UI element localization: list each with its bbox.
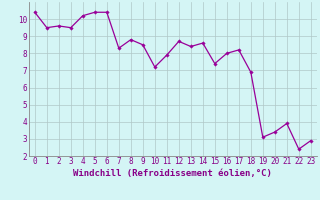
X-axis label: Windchill (Refroidissement éolien,°C): Windchill (Refroidissement éolien,°C) <box>73 169 272 178</box>
